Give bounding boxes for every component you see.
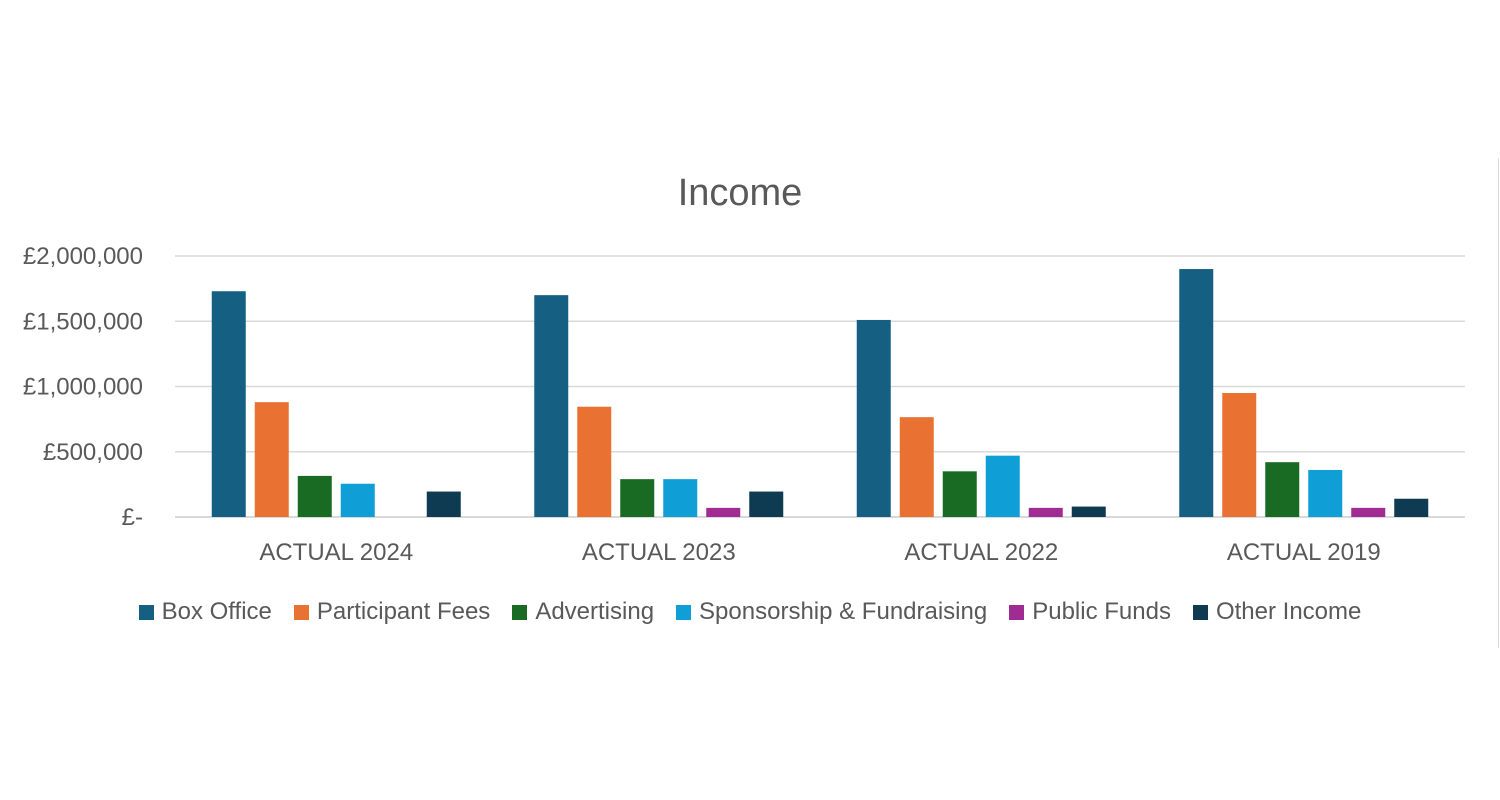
bar-participant-fees-1 [577,406,612,517]
legend-swatch [293,604,309,620]
legend-swatch [512,604,528,620]
y-tick-label: £- [122,504,143,531]
y-tick-label: £500,000 [43,439,143,466]
bar-advertising-0 [297,475,332,517]
y-tick-label: £1,500,000 [23,308,143,335]
bar-participant-fees-3 [1222,393,1257,517]
chart-frame-edge [1498,158,1499,648]
bar-sponsorship-fundraising-3 [1308,470,1343,517]
bar-advertising-2 [942,471,977,517]
y-tick-label: £1,000,000 [23,374,143,401]
bar-public-funds-3 [1351,507,1386,517]
x-category-label: ACTUAL 2023 [582,539,736,566]
legend-label: Advertising [535,598,655,625]
x-axis-category-labels: ACTUAL 2024 ACTUAL 2023 ACTUAL 2022 ACTUAL … [259,539,1380,566]
legend-item: Participant Fees [293,598,491,626]
bar-advertising-1 [620,479,655,517]
bar-sponsorship-fundraising-0 [340,483,375,517]
bar-public-funds-1 [706,507,741,517]
bar-box-office-2 [856,319,891,517]
x-category-label: ACTUAL 2022 [904,539,1058,566]
bar-box-office-0 [211,291,246,517]
legend-label: Sponsorship & Fundraising [699,598,988,625]
y-tick-label: £2,000,000 [23,243,143,270]
bar-sponsorship-fundraising-1 [663,479,698,517]
legend-swatch [138,604,154,620]
chart-title: Income [678,172,803,214]
bar-participant-fees-0 [254,402,289,517]
y-axis-tick-labels: £- £500,000 £1,000,000 £1,500,000 £2,000,000 [23,243,143,531]
bar-participant-fees-2 [899,417,934,517]
legend-swatch [1009,604,1025,620]
legend: Box Office Participant Fees Advertising Spo… [0,598,1500,626]
bar-other-income-2 [1071,506,1106,517]
x-category-label: ACTUAL 2019 [1227,539,1381,566]
bar-public-funds-2 [1028,507,1063,517]
bar-other-income-0 [426,491,461,517]
legend-item: Public Funds [1009,598,1171,626]
bar-other-income-1 [749,491,784,517]
legend-label: Public Funds [1032,598,1171,625]
bar-box-office-1 [534,295,569,517]
legend-swatch [676,604,692,620]
legend-label: Other Income [1215,598,1362,625]
legend-label: Participant Fees [316,598,491,625]
bar-sponsorship-fundraising-2 [985,455,1020,517]
bar-other-income-3 [1394,498,1429,517]
x-category-label: ACTUAL 2024 [259,539,413,566]
legend-item: Sponsorship & Fundraising [676,598,987,626]
bar-advertising-3 [1265,462,1300,517]
legend-label: Box Office [161,598,272,625]
legend-swatch [1192,604,1208,620]
bars [211,269,1429,517]
legend-item: Advertising [512,598,654,626]
legend-item: Other Income [1192,598,1362,626]
legend-item: Box Office [138,598,272,626]
bar-box-office-3 [1179,269,1214,517]
